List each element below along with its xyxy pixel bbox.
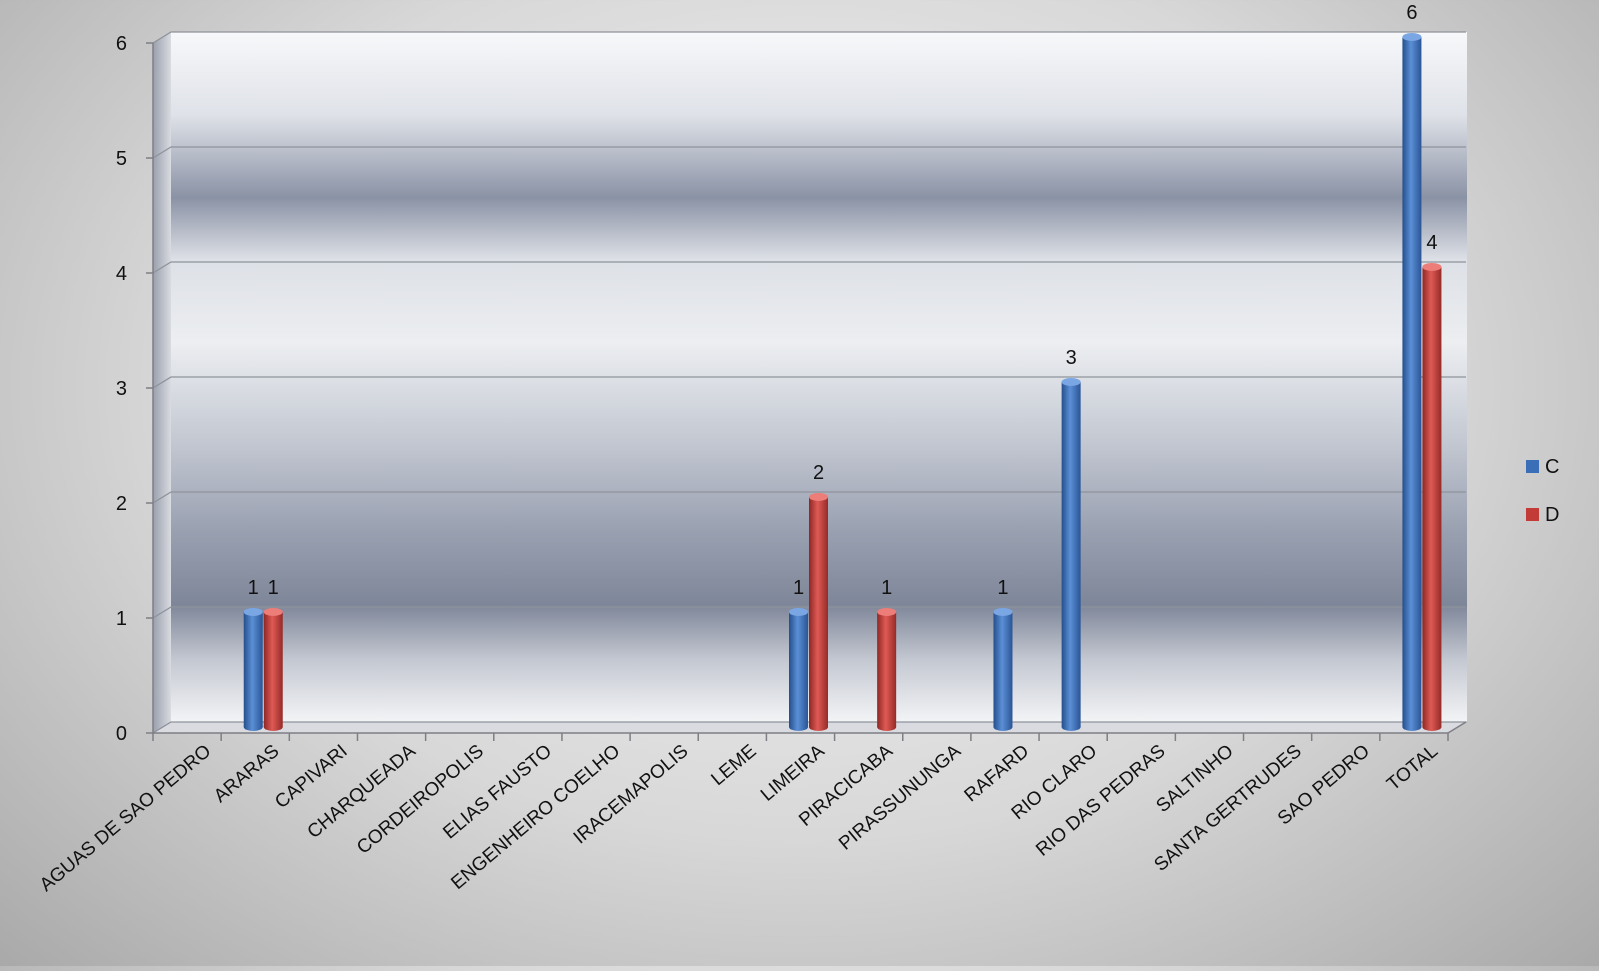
bar-body: [243, 611, 263, 727]
gridline: [152, 376, 1466, 389]
bar-D: [1422, 262, 1442, 731]
bar-cap: [263, 607, 283, 616]
gridline: [152, 146, 1466, 159]
data-label: 3: [1066, 347, 1077, 369]
bar-body: [1061, 381, 1081, 727]
bar-base: [877, 722, 897, 731]
data-label: 1: [793, 577, 804, 599]
gridline: [152, 261, 1466, 274]
bar-C: [1402, 32, 1422, 731]
y-tick-label: 1: [116, 608, 127, 630]
bar-base: [789, 722, 808, 731]
data-label: 1: [997, 577, 1008, 599]
y-tick-label: 0: [116, 723, 127, 745]
data-label: 1: [881, 577, 892, 599]
data-label: 6: [1406, 2, 1417, 24]
bar-C: [243, 607, 263, 731]
x-axis: AGUAS DE SAO PEDROARARASCAPIVARICHARQUEA…: [36, 721, 1467, 896]
bar-cap: [1422, 262, 1442, 271]
bar-D: [263, 607, 283, 731]
legend: CD: [1526, 456, 1559, 526]
x-category-label: CORDEIROPOLIS: [353, 741, 488, 859]
y-axis: 0 1 2 3 4 5 6: [116, 33, 154, 745]
y-tick-label: 6: [116, 33, 127, 55]
bar-C: [993, 607, 1013, 731]
bar-body: [809, 496, 828, 727]
legend-swatch: [1526, 508, 1539, 521]
bar-D: [809, 492, 828, 731]
x-category-label: PIRASSUNUNGA: [835, 741, 965, 855]
bar-body: [993, 611, 1013, 727]
bar-cap: [789, 607, 808, 616]
bar-cap: [877, 607, 897, 616]
bar-cap: [1061, 377, 1081, 386]
data-label: 2: [813, 462, 824, 484]
y-tick-label: 4: [116, 263, 127, 285]
gridlines: [152, 31, 1466, 734]
bar-body: [789, 611, 808, 727]
y-tick-label: 5: [116, 148, 127, 170]
x-category-label: IRACEMAPOLIS: [570, 741, 693, 849]
x-category-label: LEME: [707, 741, 760, 790]
legend-swatch: [1526, 460, 1539, 473]
x-category-label: TOTAL: [1383, 741, 1442, 795]
bar-base: [809, 722, 828, 731]
y-tick-label: 2: [116, 493, 127, 515]
bar-base: [263, 722, 283, 731]
bar-C: [789, 607, 808, 731]
data-label: 4: [1426, 232, 1437, 254]
bar-cap: [809, 492, 828, 501]
bar-body: [1422, 266, 1442, 727]
y-tick-label: 3: [116, 378, 127, 400]
bar-cap: [1402, 32, 1422, 41]
bar-cap: [993, 607, 1013, 616]
gridline: [152, 721, 1466, 734]
x-axis-depth-line: [1447, 721, 1467, 734]
bars: [243, 32, 1442, 731]
bar-body: [263, 611, 283, 727]
data-label: 1: [268, 577, 279, 599]
bar-base: [993, 722, 1013, 731]
gridline: [152, 491, 1466, 504]
x-category-label: RIO DAS PEDRAS: [1032, 741, 1169, 861]
bar-base: [1402, 722, 1422, 731]
bar-base: [1061, 722, 1081, 731]
legend-label: D: [1545, 504, 1559, 526]
data-label: 1: [248, 577, 259, 599]
bar-D: [877, 607, 897, 731]
gridline: [152, 31, 1466, 44]
bar-C: [1061, 377, 1081, 731]
x-category-label: AGUAS DE SAO PEDRO: [36, 741, 215, 896]
bar-body: [877, 611, 897, 727]
bar-body: [1402, 36, 1422, 727]
legend-label: C: [1545, 456, 1559, 478]
bar-base: [243, 722, 263, 731]
bar-cap: [243, 607, 263, 616]
gridline: [152, 606, 1466, 619]
bar-base: [1422, 722, 1442, 731]
